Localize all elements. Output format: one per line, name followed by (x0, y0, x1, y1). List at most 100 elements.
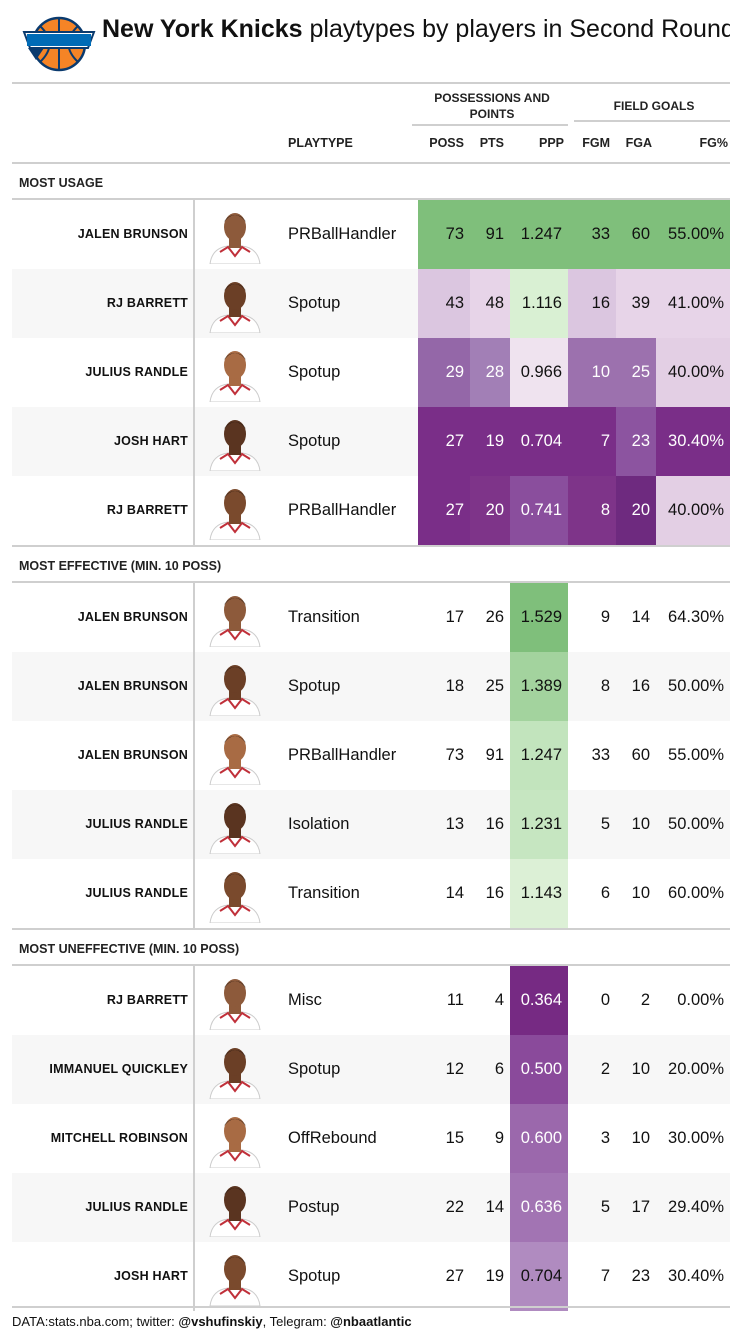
fgpct-cell: 29.40% (668, 1198, 724, 1216)
header-divider (12, 82, 730, 84)
poss-cell: 29 (418, 338, 470, 407)
group-poss-points: POSSESSIONS AND POINTS (434, 91, 550, 121)
pts-cell: 16 (485, 815, 504, 833)
fgm-cell: 5 (600, 1198, 610, 1216)
pts-cell: 9 (494, 1129, 504, 1147)
poss-cell: 43 (418, 269, 470, 338)
knicks-logo (22, 16, 96, 72)
ppp-cell: 0.704 (510, 1242, 568, 1311)
table-row: JALEN BRUNSON PRBallHandler 73 91 1.247 33 60 5… (12, 200, 730, 269)
fgm-cell: 3 (600, 1129, 610, 1147)
player-headshot-icon (209, 489, 261, 540)
player-headshot-icon (209, 872, 261, 923)
fga-cell: 23 (631, 1267, 650, 1285)
fgm-cell: 8 (568, 476, 616, 545)
player-headshot-icon (209, 1117, 261, 1168)
pts-cell: 20 (470, 476, 510, 545)
table-row: IMMANUEL QUICKLEY Spotup 12 6 0.500 2 10 20.00% (12, 1035, 730, 1104)
player-name: JULIUS RANDLE (85, 817, 188, 831)
ppp-cell: 1.247 (510, 721, 568, 790)
row-divider (193, 721, 195, 790)
row-divider (193, 269, 195, 338)
row-divider (193, 583, 195, 652)
footer: DATA:stats.nba.com; twitter: @vshufinski… (12, 1306, 730, 1329)
player-name: RJ BARRETT (106, 296, 188, 310)
player-name: JALEN BRUNSON (77, 679, 188, 693)
ppp-cell: 0.636 (510, 1173, 568, 1242)
table-row: RJ BARRETT Spotup 43 48 1.116 16 39 41.00% (12, 269, 730, 338)
footer-twitter: @vshufinskiy (178, 1314, 263, 1329)
fga-cell: 60 (616, 200, 656, 269)
player-headshot-icon (209, 1048, 261, 1099)
playtype-cell: PRBallHandler (288, 746, 397, 764)
fgm-cell: 6 (600, 884, 610, 902)
fgm-cell: 16 (568, 269, 616, 338)
player-headshot-icon (209, 1186, 261, 1237)
fgpct-cell: 40.00% (656, 338, 730, 407)
pts-cell: 48 (470, 269, 510, 338)
poss-cell: 15 (445, 1129, 464, 1147)
fga-cell: 60 (631, 746, 650, 764)
playtype-cell: Isolation (288, 815, 350, 833)
col-header-fgpct: FG% (699, 136, 728, 150)
group-field-goals-line (574, 120, 730, 122)
table-row: RJ BARRETT PRBallHandler 27 20 0.741 8 20 40.00… (12, 476, 730, 545)
row-divider (193, 1242, 195, 1311)
table-row: JULIUS RANDLE Postup 22 14 0.636 5 17 29.40% (12, 1173, 730, 1242)
player-headshot-icon (209, 979, 261, 1030)
col-header-fgm: FGM (582, 136, 610, 150)
row-divider (193, 1173, 195, 1242)
ppp-cell: 1.116 (510, 269, 568, 338)
player-headshot-icon (209, 351, 261, 402)
ppp-cell: 1.143 (510, 859, 568, 928)
player-headshot-icon (209, 665, 261, 716)
player-name: RJ BARRETT (106, 993, 188, 1007)
row-divider (193, 476, 195, 545)
player-name: JALEN BRUNSON (77, 748, 188, 762)
row-divider (193, 1035, 195, 1104)
player-name: JULIUS RANDLE (85, 886, 188, 900)
fgm-cell: 33 (591, 746, 610, 764)
section-label: MOST EFFECTIVE (MIN. 10 POSS) (12, 545, 730, 583)
row-divider (193, 200, 195, 269)
ppp-cell: 1.389 (510, 652, 568, 721)
page-title: New York Knicks playtypes by players in … (102, 14, 730, 44)
ppp-cell: 1.231 (510, 790, 568, 859)
ppp-cell: 0.704 (510, 407, 568, 476)
poss-cell: 27 (418, 476, 470, 545)
pts-cell: 25 (485, 677, 504, 695)
pts-cell: 91 (485, 746, 504, 764)
table-row: RJ BARRETT Misc 11 4 0.364 0 2 0.00% (12, 966, 730, 1035)
fga-cell: 10 (631, 884, 650, 902)
row-divider (193, 338, 195, 407)
table-row: JOSH HART Spotup 27 19 0.704 7 23 30.40% (12, 407, 730, 476)
poss-cell: 22 (445, 1198, 464, 1216)
playtype-cell: Transition (288, 884, 360, 902)
playtype-cell: Spotup (288, 363, 341, 381)
fgm-cell: 5 (600, 815, 610, 833)
poss-cell: 11 (446, 991, 464, 1009)
row-divider (193, 790, 195, 859)
row-divider (193, 652, 195, 721)
fgm-cell: 0 (600, 991, 610, 1009)
playtype-cell: Spotup (288, 1267, 341, 1285)
player-name: JOSH HART (113, 434, 188, 448)
pts-cell: 6 (494, 1060, 504, 1078)
fgm-cell: 33 (568, 200, 616, 269)
player-name: IMMANUEL QUICKLEY (49, 1062, 188, 1076)
poss-cell: 12 (445, 1060, 464, 1078)
fgpct-cell: 30.40% (656, 407, 730, 476)
col-header-pts: PTS (479, 136, 504, 150)
fgm-cell: 2 (600, 1060, 610, 1078)
fgpct-cell: 55.00% (668, 746, 724, 764)
fga-cell: 23 (616, 407, 656, 476)
playtype-cell: PRBallHandler (288, 501, 397, 519)
section-label: MOST USAGE (12, 162, 730, 200)
fgpct-cell: 41.00% (656, 269, 730, 338)
playtype-cell: Spotup (288, 677, 341, 695)
section-label: MOST UNEFFECTIVE (MIN. 10 POSS) (12, 928, 730, 966)
fgpct-cell: 50.00% (668, 677, 724, 695)
table-row: JULIUS RANDLE Isolation 13 16 1.231 5 10 50.00% (12, 790, 730, 859)
player-name: JULIUS RANDLE (85, 365, 188, 379)
playtype-cell: OffRebound (288, 1129, 377, 1147)
